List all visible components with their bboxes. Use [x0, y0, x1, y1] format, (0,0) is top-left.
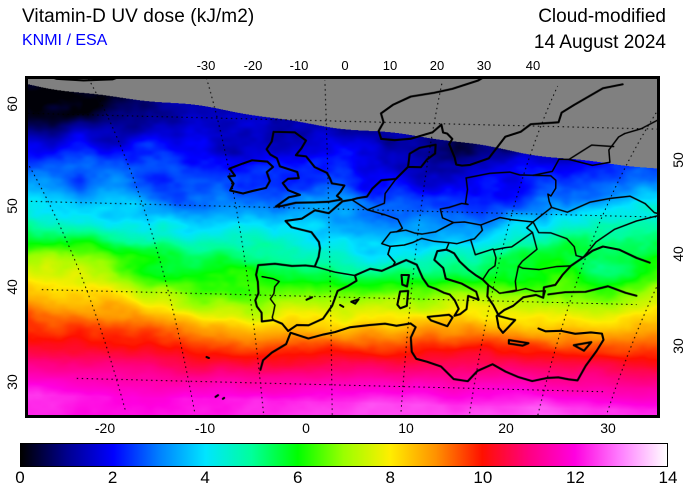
axis-tick-label: 40	[525, 58, 541, 73]
axis-tick-label: 40	[670, 246, 687, 262]
product-type-label: Cloud-modified	[538, 6, 666, 27]
axis-tick-label: 10	[398, 420, 414, 436]
axis-tick-label: 0	[341, 58, 349, 73]
axis-tick-label: 60	[3, 96, 20, 112]
axis-tick-label: 30	[3, 374, 20, 390]
axis-tick-label: 30	[670, 338, 687, 354]
date-label: 14 August 2024	[533, 32, 666, 53]
axis-tick-label: 50	[670, 152, 687, 168]
page-title: Vitamin-D UV dose (kJ/m2)	[22, 6, 255, 27]
axis-tick-label: 30	[600, 420, 616, 436]
axis-tick-label: -10	[289, 58, 309, 73]
colorbar-tick-label: 6	[292, 468, 303, 487]
map-frame	[25, 76, 660, 418]
axis-tick-label: 20	[429, 58, 445, 73]
axis-tick-label: -10	[194, 420, 216, 436]
colorbar	[20, 443, 668, 467]
axis-tick-label: 0	[302, 420, 310, 436]
colorbar-gradient	[20, 443, 668, 467]
axis-tick-label: 30	[476, 58, 492, 73]
axis-tick-label: -20	[94, 420, 116, 436]
colorbar-tick-label: 14	[658, 468, 678, 487]
axis-tick-label: 40	[3, 279, 20, 295]
colorbar-tick-label: 12	[565, 468, 585, 487]
colorbar-tick-label: 2	[107, 468, 118, 487]
credit-label: KNMI / ESA	[22, 32, 108, 49]
axis-tick-label: -30	[196, 58, 216, 73]
axis-tick-label: -20	[243, 58, 263, 73]
axis-tick-label: 20	[498, 420, 514, 436]
colorbar-tick-label: 10	[473, 468, 493, 487]
uv-dose-heatmap	[28, 79, 657, 415]
colorbar-tick-label: 0	[15, 468, 25, 487]
colorbar-tick-label: 4	[200, 468, 210, 487]
axis-tick-label: 50	[3, 198, 20, 214]
colorbar-tick-label: 8	[385, 468, 396, 487]
axis-tick-label: 10	[382, 58, 398, 73]
